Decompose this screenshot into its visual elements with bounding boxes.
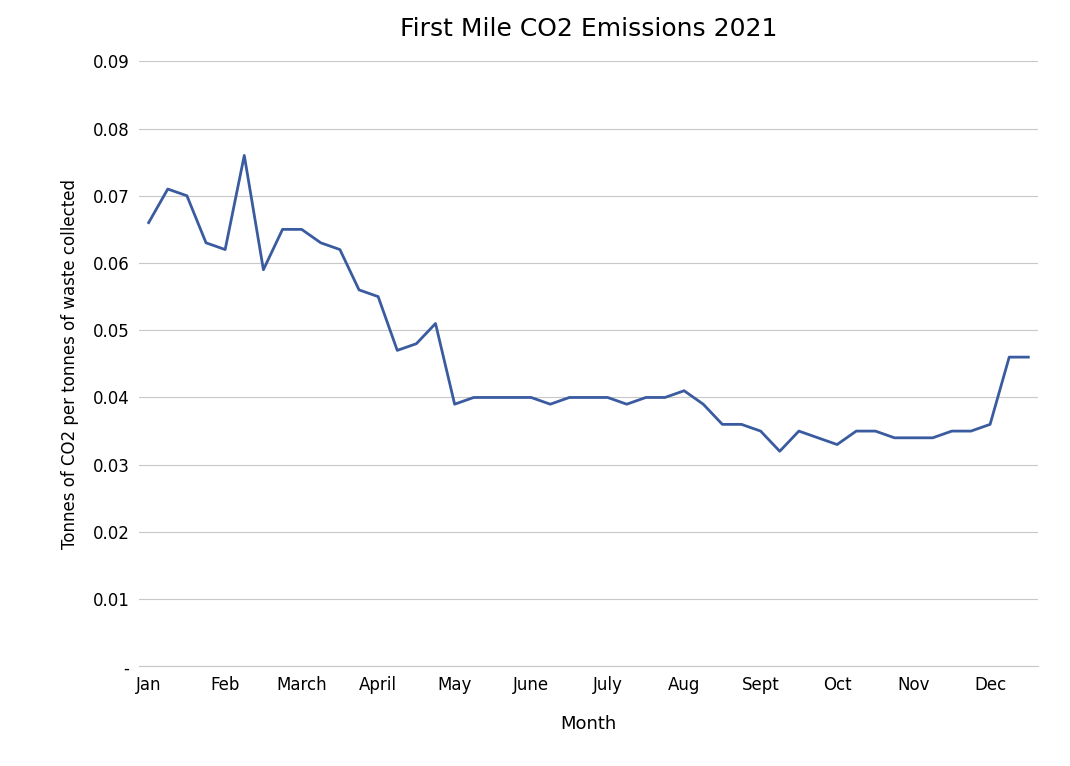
Title: First Mile CO2 Emissions 2021: First Mile CO2 Emissions 2021 xyxy=(400,18,777,41)
Y-axis label: Tonnes of CO2 per tonnes of waste collected: Tonnes of CO2 per tonnes of waste collec… xyxy=(61,178,78,549)
X-axis label: Month: Month xyxy=(561,715,616,733)
